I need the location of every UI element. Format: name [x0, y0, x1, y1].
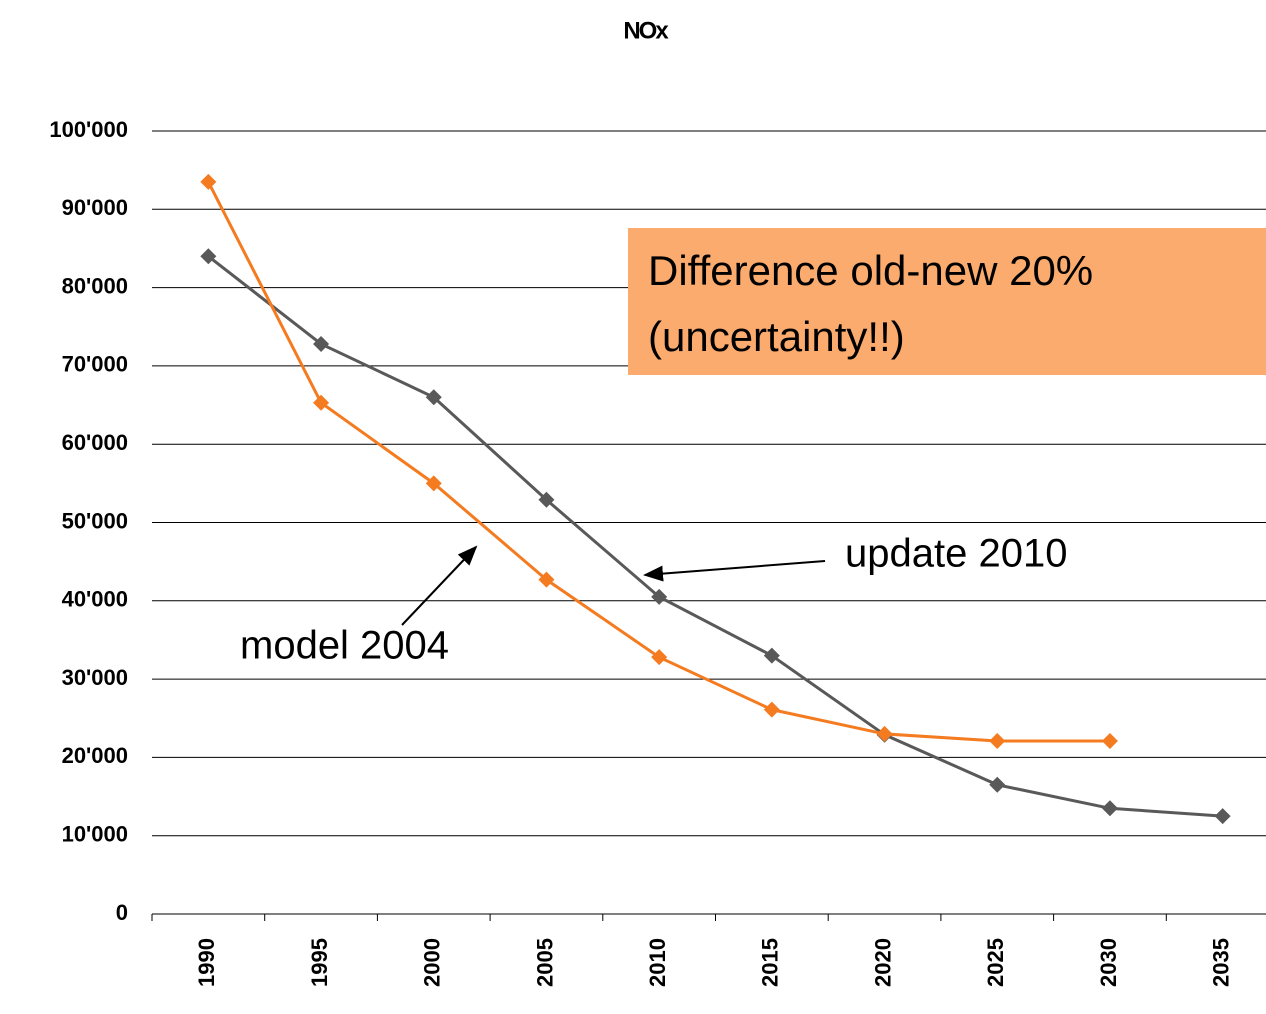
y-tick-label: 60'000: [62, 430, 128, 455]
marker: [313, 335, 330, 352]
marker: [763, 647, 780, 664]
series-label: update 2010: [845, 532, 1067, 576]
marker: [876, 725, 893, 742]
y-tick-label: 70'000: [62, 352, 128, 377]
x-tick-label: 2035: [1208, 938, 1233, 987]
marker: [1101, 732, 1118, 749]
marker: [651, 588, 668, 605]
marker: [425, 475, 442, 492]
annotation: Difference old-new 20%: [648, 247, 1093, 294]
marker: [989, 732, 1006, 749]
marker: [425, 389, 442, 406]
x-tick-label: 2005: [532, 938, 557, 987]
x-tick-label: 2000: [420, 938, 445, 987]
y-tick-label: 80'000: [62, 273, 128, 298]
x-tick-label: 2010: [645, 938, 670, 987]
y-tick-label: 90'000: [62, 195, 128, 220]
series-line: [207, 255, 1223, 818]
annotation: (uncertainty!!): [648, 313, 905, 360]
y-tick-label: 30'000: [62, 665, 128, 690]
x-tick-label: 2015: [758, 938, 783, 987]
annotation-box: [628, 228, 1266, 375]
marker: [313, 394, 330, 411]
marker: [1101, 800, 1118, 817]
x-tick-label: 2020: [870, 938, 895, 987]
marker: [989, 776, 1006, 793]
y-tick-label: 40'000: [62, 587, 128, 612]
chart-title: NOx: [623, 17, 669, 44]
x-tick-label: 1990: [194, 938, 219, 987]
y-tick-label: 10'000: [62, 822, 128, 847]
x-tick-label: 2025: [983, 938, 1008, 987]
arrow: [643, 560, 826, 582]
marker: [200, 248, 217, 265]
marker: [1214, 808, 1231, 825]
series-label: model 2004: [240, 624, 449, 668]
arrow: [401, 545, 478, 626]
y-tick-label: 0: [116, 900, 128, 925]
marker: [651, 649, 668, 666]
marker: [200, 173, 217, 190]
y-tick-label: 50'000: [62, 508, 128, 533]
x-tick-label: 2030: [1096, 938, 1121, 987]
marker: [538, 491, 555, 508]
marker: [538, 571, 555, 588]
marker: [763, 701, 780, 718]
x-tick-label: 1995: [307, 938, 332, 987]
y-tick-label: 20'000: [62, 743, 128, 768]
y-tick-label: 100'000: [49, 117, 128, 142]
